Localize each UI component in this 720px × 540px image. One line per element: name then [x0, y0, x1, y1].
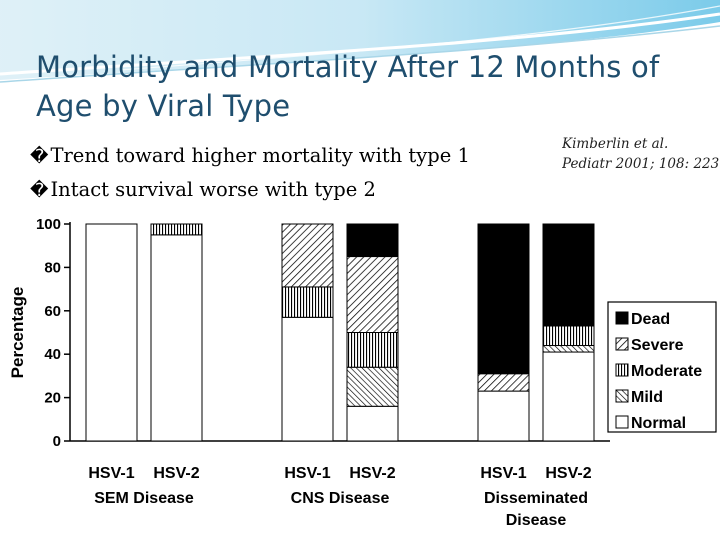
bar-segment-normal: [281, 316, 334, 442]
bar-label: HSV-1: [284, 465, 330, 482]
bar-segment-normal: [150, 234, 203, 442]
legend-label: Dead: [631, 311, 670, 328]
y-tick-label: 20: [44, 390, 61, 407]
stacked-bar-chart: 0 20 40 60 80 100 Percentage HSV-1 HSV-2 SEM Dise…: [8, 216, 717, 529]
y-tick-label: 100: [36, 216, 61, 233]
bar-segment-severe: [281, 223, 334, 288]
legend-label: Severe: [631, 337, 684, 354]
legend-swatch-dead: [615, 311, 629, 325]
slide-banner-swoosh: [0, 0, 720, 83]
group-label: Disseminated: [484, 490, 588, 507]
bar-segment-dead: [542, 223, 595, 327]
group-label: CNS Disease: [291, 490, 390, 507]
bullet-glyph: �: [30, 146, 49, 167]
bar-segment-moderate: [346, 332, 399, 368]
legend-label: Mild: [631, 389, 663, 406]
group-label: Disease: [506, 512, 567, 529]
bar-segment-severe: [477, 373, 530, 392]
y-tick-label: 80: [44, 259, 61, 276]
bar-segment-normal: [85, 223, 138, 442]
legend-label: Moderate: [631, 363, 702, 380]
legend-swatch-severe: [615, 337, 629, 351]
y-tick-label: 40: [44, 346, 61, 363]
bar-label: HSV-2: [545, 465, 591, 482]
bar-segment-moderate: [542, 325, 595, 347]
bar-segment-mild: [542, 345, 595, 353]
y-tick-label: 0: [53, 433, 61, 450]
bar-segment-normal: [542, 351, 595, 442]
bar-segment-normal: [346, 405, 399, 442]
legend-swatch-normal: [615, 415, 629, 429]
bar-label: HSV-1: [480, 465, 526, 482]
bullet-glyph: �: [30, 180, 49, 201]
y-tick-label: 60: [44, 303, 61, 320]
bullet-text: Trend toward higher mortality with type …: [50, 144, 470, 167]
bar-label: HSV-2: [349, 465, 395, 482]
bar-label: HSV-1: [88, 465, 134, 482]
bullet-list: � Trend toward higher mortality with type…: [30, 139, 470, 207]
citation: Kimberlin et al. Pediatr 2001; 108: 223: [562, 134, 720, 174]
bar-label: HSV-2: [153, 465, 199, 482]
bar-segment-dead: [346, 223, 399, 258]
group-label: SEM Disease: [94, 490, 194, 507]
bullet-text: Intact survival worse with type 2: [50, 178, 376, 201]
legend-swatch-mild: [615, 389, 629, 403]
slide-title: Morbidity and Mortality After 12 Months …: [36, 50, 660, 123]
bar-segment-mild: [346, 366, 399, 407]
bar-segment-dead: [477, 223, 530, 375]
bar-segment-normal: [477, 390, 530, 442]
bar-segment-moderate: [150, 223, 203, 236]
bar-segment-severe: [346, 256, 399, 333]
legend-swatch-moderate: [615, 363, 629, 377]
legend-label: Normal: [631, 415, 686, 432]
bar-segment-moderate: [281, 286, 334, 318]
bullet-item: � Trend toward higher mortality with type…: [30, 139, 470, 173]
y-axis-label: Percentage: [8, 287, 27, 379]
citation-journal: Pediatr 2001; 108: 223: [562, 156, 720, 172]
bullet-item: � Intact survival worse with type 2: [30, 173, 470, 207]
citation-authors: Kimberlin et al.: [562, 136, 669, 152]
